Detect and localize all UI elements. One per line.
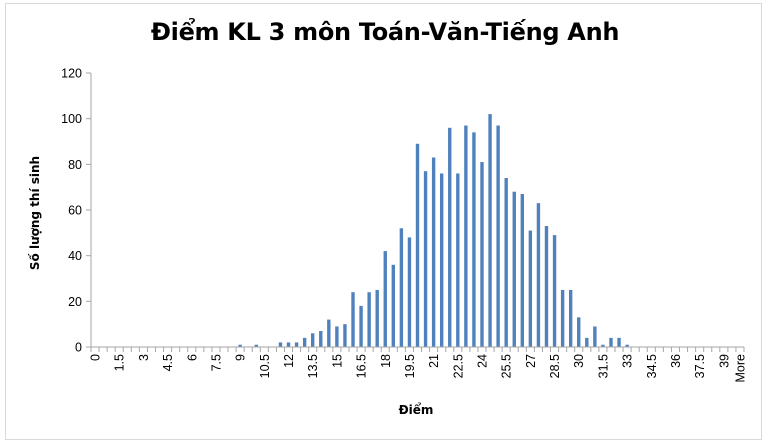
histogram-bar xyxy=(536,203,541,347)
chart-title: Điểm KL 3 môn Toán-Văn-Tiếng Anh xyxy=(150,18,620,46)
histogram-bar xyxy=(625,344,629,347)
histogram-bar xyxy=(585,337,589,347)
x-tick-label: 33 xyxy=(621,354,635,368)
x-tick-label: 7.5 xyxy=(209,354,223,371)
histogram-bar xyxy=(439,173,444,347)
x-tick-label: 16.5 xyxy=(355,354,369,378)
histogram-bar xyxy=(311,333,315,347)
histogram-bar xyxy=(601,344,605,347)
x-tick-label: 15 xyxy=(330,354,344,368)
y-tick-label: 120 xyxy=(61,67,82,81)
histogram-bar xyxy=(367,292,371,347)
x-tick-label: 6 xyxy=(185,354,199,361)
histogram-bar xyxy=(375,289,379,347)
x-tick-label: 27 xyxy=(524,354,538,368)
x-tick-label: 25.5 xyxy=(500,354,514,378)
histogram-bar xyxy=(520,194,524,347)
x-tick-label: 13.5 xyxy=(306,354,320,378)
x-tick-label: 39 xyxy=(717,354,731,368)
y-tick-label: 0 xyxy=(75,341,82,355)
histogram-bar xyxy=(391,264,396,347)
histogram-bar xyxy=(383,251,387,347)
histogram-bar xyxy=(593,326,597,347)
y-tick-label: 100 xyxy=(61,112,82,126)
histogram-bar xyxy=(343,324,347,347)
histogram-bar xyxy=(286,342,291,347)
histogram-bar xyxy=(335,326,339,347)
x-tick-label: 37.5 xyxy=(693,354,707,378)
histogram-bar xyxy=(302,337,307,347)
histogram-bar xyxy=(504,178,508,347)
histogram-bar xyxy=(407,237,412,347)
histogram-bar xyxy=(488,114,492,347)
x-tick-label: 9 xyxy=(234,354,248,361)
x-tick-label: 21 xyxy=(427,354,441,368)
histogram-bar xyxy=(415,143,420,347)
histogram-bar xyxy=(552,235,557,347)
x-tick-label: 30 xyxy=(572,354,586,368)
histogram-bar xyxy=(278,342,283,347)
histogram-bar xyxy=(480,162,484,347)
x-tick-label: 3 xyxy=(137,354,151,361)
histogram-bar xyxy=(399,228,404,347)
x-tick-label: More xyxy=(733,354,747,383)
histogram-bar xyxy=(528,230,533,347)
histogram-bar xyxy=(560,289,565,347)
y-tick-label: 20 xyxy=(68,295,82,309)
histogram-bar xyxy=(464,125,468,348)
histogram-bar xyxy=(294,342,299,347)
x-axis: 0 1.5 3 4.5 6 7.5 9 10.5 12 13.5 15 16.5 18 19.5 21 22.… xyxy=(89,346,747,383)
x-tick-label: 0 xyxy=(89,354,103,361)
histogram-bar xyxy=(577,317,581,347)
histogram-bar xyxy=(359,305,363,347)
histogram-bar xyxy=(568,289,573,347)
histogram-bar xyxy=(423,171,428,347)
x-tick-label: 18 xyxy=(379,354,393,368)
x-tick-label: 12 xyxy=(282,354,296,368)
x-axis-title: Điểm xyxy=(399,402,434,417)
y-axis-title: Số lượng thí sinh xyxy=(28,156,42,270)
x-tick-label: 19.5 xyxy=(403,354,417,378)
histogram-bar xyxy=(254,344,258,347)
x-tick-label: 10.5 xyxy=(258,354,272,378)
y-tick-label: 80 xyxy=(68,158,82,172)
y-tick-label: 40 xyxy=(68,249,82,263)
histogram-bar xyxy=(238,344,242,347)
histogram-bar xyxy=(327,319,331,347)
histogram-bar xyxy=(609,337,613,347)
x-tick-label: 28.5 xyxy=(548,354,562,378)
histogram-bar xyxy=(512,191,516,347)
bars xyxy=(238,114,629,348)
y-axis: 0 20 40 60 80 100 120 xyxy=(61,67,92,355)
x-tick-label: 36 xyxy=(669,354,683,368)
histogram-bar xyxy=(351,292,355,347)
x-tick-label: 24 xyxy=(475,354,489,368)
x-tick-label: 1.5 xyxy=(113,354,127,371)
histogram-bar xyxy=(617,337,621,347)
histogram-bar xyxy=(431,157,436,347)
histogram-bar xyxy=(456,173,460,347)
y-tick-label: 60 xyxy=(68,204,82,218)
x-tick-label: 34.5 xyxy=(645,354,659,378)
histogram-bar xyxy=(448,127,452,347)
histogram-bar xyxy=(472,132,476,347)
x-tick-label: 22.5 xyxy=(451,354,465,378)
histogram-bar xyxy=(319,331,323,347)
histogram-bar xyxy=(544,225,549,347)
histogram-bar xyxy=(496,125,500,348)
chart-frame xyxy=(5,3,762,440)
x-tick-label: 4.5 xyxy=(161,354,175,371)
x-tick-label: 31.5 xyxy=(596,354,610,378)
